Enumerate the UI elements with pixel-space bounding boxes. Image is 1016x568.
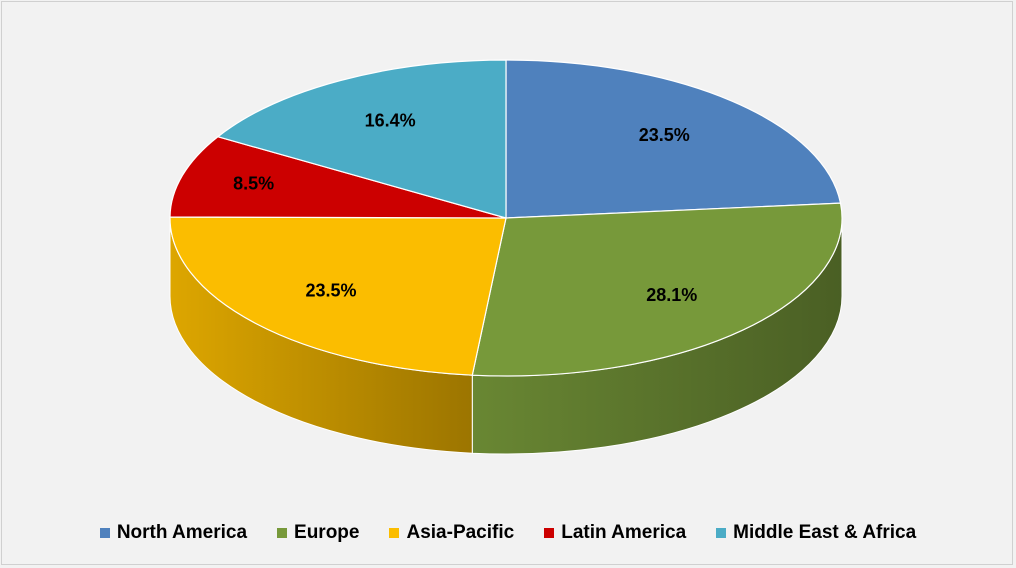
legend-item[interactable]: North America: [99, 522, 248, 544]
legend-swatch: [389, 528, 400, 538]
legend-item[interactable]: Middle East & Africa: [716, 522, 916, 544]
legend-label: Middle East & Africa: [733, 522, 917, 543]
pie-slice-north-america[interactable]: [505, 59, 842, 219]
data-label-asia-pacific: 23.5%: [306, 281, 357, 301]
pie-slice-latin-america[interactable]: [169, 136, 507, 219]
pie-slices: [169, 59, 843, 377]
data-label-latin-america: 8.5%: [233, 173, 274, 193]
legend-swatch: [544, 528, 555, 538]
legend-item[interactable]: Europe: [277, 522, 359, 544]
data-label-europe: 28.1%: [646, 285, 697, 305]
legend-label: Latin America: [561, 522, 687, 543]
legend-swatch: [277, 528, 288, 538]
pie-slice-middle-east-africa[interactable]: [216, 59, 507, 219]
legend: North America Europe Asia-Pacific Latin Ame…: [0, 522, 1016, 544]
pie-slice-europe[interactable]: [471, 202, 843, 377]
pie-slice-asia-pacific[interactable]: [169, 216, 507, 376]
data-label-north-america: 23.5%: [639, 125, 690, 145]
data-labels: 23.5% 28.1% 23.5% 8.5% 16.4%: [233, 111, 697, 306]
legend-label: Asia-Pacific: [406, 522, 515, 543]
legend-item[interactable]: Latin America: [544, 522, 686, 544]
legend-label: North America: [116, 522, 248, 543]
legend-swatch: [99, 528, 110, 538]
legend-swatch: [716, 528, 727, 538]
legend-item[interactable]: Asia-Pacific: [389, 522, 514, 544]
legend-label: Europe: [294, 522, 360, 543]
data-label-middle-east-africa: 16.4%: [365, 111, 416, 131]
